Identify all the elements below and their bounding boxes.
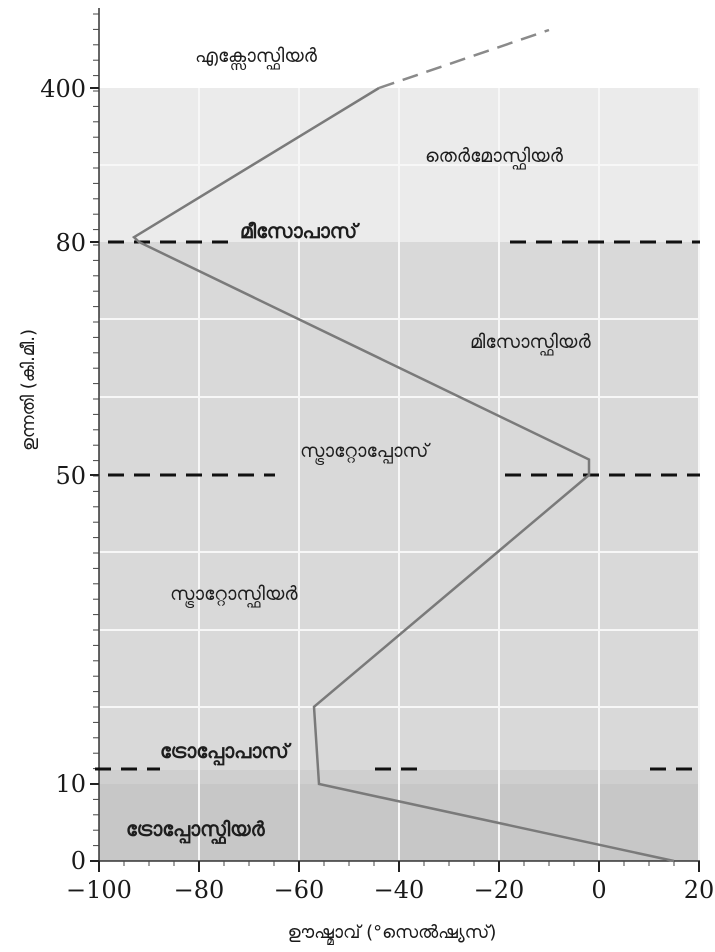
layer-label-troposphere: ട്രോപ്പോസ്ഫിയർ bbox=[126, 817, 266, 845]
x-tick-label--20: −20 bbox=[474, 876, 525, 904]
y-tick-label-0: 0 bbox=[71, 847, 86, 875]
layer-label-exosphere: എക്സോസ്ഫിയർ bbox=[195, 45, 318, 70]
x-axis-title: ഊഷ്മാവ് (°സെൽഷ്യസ്) bbox=[288, 922, 497, 945]
y-tick-label-10: 10 bbox=[55, 770, 86, 798]
layer-label-tropopause: ട്രോപ്പോപാസ് bbox=[160, 739, 292, 767]
y-tick-label-400: 400 bbox=[40, 75, 86, 103]
temperature-profile-extension bbox=[378, 28, 550, 90]
x-tick-label--80: −80 bbox=[174, 876, 225, 904]
x-ticks bbox=[98, 861, 700, 872]
layer-label-thermosphere: തെർമോസ്ഫിയർ bbox=[425, 145, 564, 170]
y-axis-title: ഉന്നതി (കി.മീ.) bbox=[18, 329, 39, 451]
y-tick-label-80: 80 bbox=[55, 229, 86, 257]
x-tick-label-0: 0 bbox=[591, 876, 606, 904]
y-tick-label-50: 50 bbox=[55, 462, 86, 490]
y-minor-ticks bbox=[90, 13, 99, 862]
layer-label-stratosphere: സ്ട്രാറ്റോസ്ഫിയർ bbox=[170, 583, 298, 608]
temperature-profile-line bbox=[131, 86, 675, 863]
x-tick-label--60: −60 bbox=[274, 876, 325, 904]
x-tick-label--100: −100 bbox=[66, 876, 132, 904]
layer-label-stratopause: സ്ട്രാറ്റോപ്പോസ് bbox=[300, 440, 431, 465]
layer-label-mesosphere: മിസോസ്ഫിയർ bbox=[470, 331, 591, 356]
x-tick-label--40: −40 bbox=[374, 876, 425, 904]
x-tick-label-20: 20 bbox=[684, 876, 715, 904]
boundary-lines bbox=[95, 240, 700, 771]
layer-label-mesopause: മീസോപാസ് bbox=[240, 219, 360, 243]
